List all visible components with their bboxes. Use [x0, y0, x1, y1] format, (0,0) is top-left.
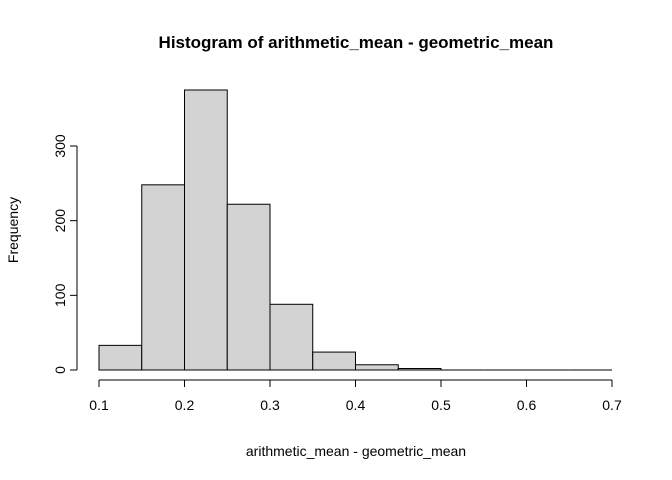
x-tick-label: 0.6 — [517, 397, 537, 413]
histogram-bar — [397, 368, 442, 371]
y-tick-label: 300 — [52, 134, 68, 158]
x-axis-label: arithmetic_mean - geometric_mean — [246, 443, 466, 459]
x-tick-label: 0.1 — [89, 397, 109, 413]
y-tick-label: 100 — [52, 283, 68, 307]
histogram-bar — [269, 303, 314, 371]
y-tick-label: 0 — [52, 366, 68, 374]
y-axis: 0 100 200 300 — [52, 134, 78, 374]
x-tick-label: 0.2 — [175, 397, 195, 413]
histogram-bar — [184, 89, 228, 371]
y-axis-label: Frequency — [5, 197, 21, 263]
x-axis: 0.1 0.2 0.3 0.4 0.5 0.6 0.7 — [89, 379, 622, 413]
histogram-bar — [312, 351, 356, 371]
x-tick-label: 0.7 — [602, 397, 622, 413]
bars-group — [98, 89, 612, 371]
x-tick-label: 0.4 — [346, 397, 366, 413]
chart-title: Histogram of arithmetic_mean - geometric… — [159, 33, 554, 52]
y-tick-label: 200 — [52, 209, 68, 233]
histogram-bar — [98, 344, 143, 371]
histogram-bar — [141, 184, 185, 371]
x-tick-label: 0.3 — [260, 397, 280, 413]
x-tick-label: 0.5 — [431, 397, 451, 413]
histogram-bar — [226, 203, 271, 371]
histogram-bar — [355, 364, 399, 371]
